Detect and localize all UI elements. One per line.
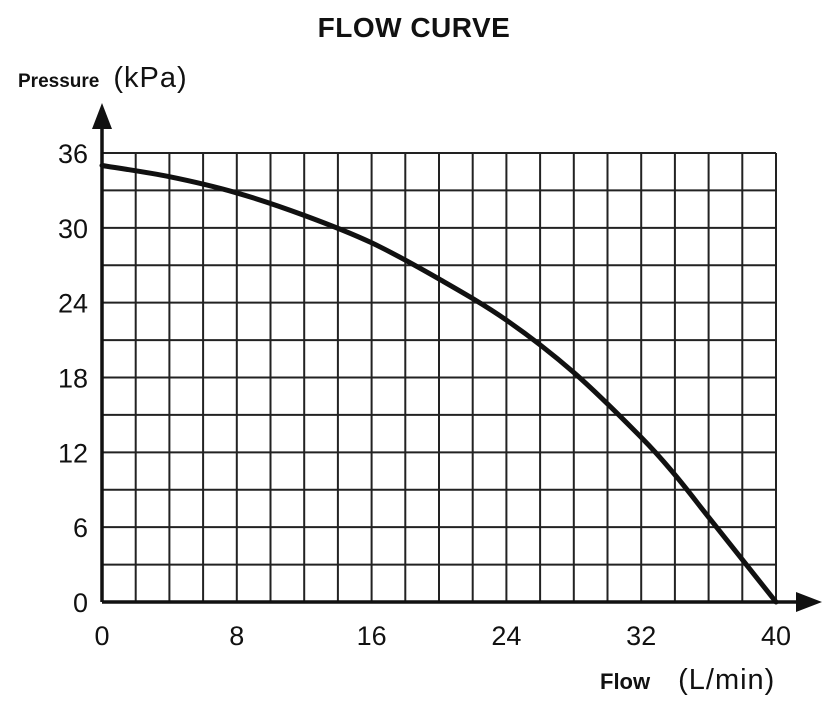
tick-labels: 0 8 16 24 32 40 0 6 12 18 24 30 36 — [58, 139, 791, 651]
y-tick-label: 30 — [58, 214, 88, 244]
y-axis-arrow — [92, 103, 112, 129]
axes — [92, 103, 822, 612]
x-axis-label-text: Flow — [600, 669, 651, 694]
x-tick-label: 24 — [491, 621, 521, 651]
x-tick-label: 16 — [357, 621, 387, 651]
x-axis-label: Flow (L/min) — [600, 664, 775, 697]
x-tick-label: 0 — [94, 621, 109, 651]
x-tick-label: 32 — [626, 621, 656, 651]
y-tick-label: 0 — [73, 588, 88, 618]
y-axis-unit: (kPa) — [113, 62, 188, 94]
y-tick-label: 6 — [73, 513, 88, 543]
y-tick-label: 24 — [58, 289, 88, 319]
y-tick-label: 12 — [58, 438, 88, 468]
flow-curve-line — [99, 162, 779, 605]
series — [99, 162, 779, 605]
y-tick-label: 18 — [58, 364, 88, 394]
y-axis-label-text: Pressure — [18, 71, 100, 92]
x-axis-arrow — [796, 592, 822, 612]
chart-title: FLOW CURVE — [317, 12, 511, 43]
grid — [102, 152, 777, 602]
y-tick-label: 36 — [58, 139, 88, 169]
x-tick-label: 40 — [761, 621, 791, 651]
x-tick-label: 8 — [229, 621, 244, 651]
y-axis-label: Pressure (kPa) — [18, 62, 188, 95]
x-axis-unit: (L/min) — [678, 664, 776, 696]
